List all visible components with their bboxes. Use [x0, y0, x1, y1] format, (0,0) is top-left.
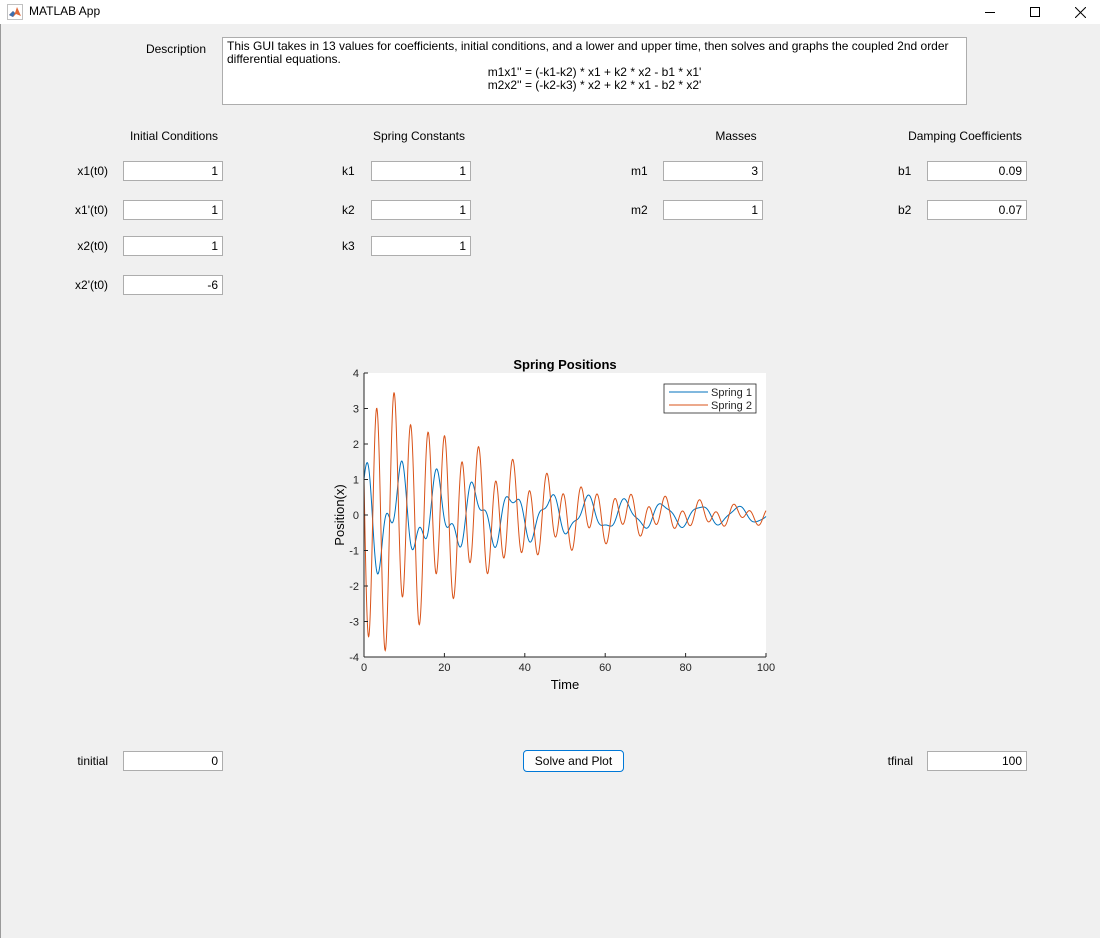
series-line-2 — [363, 392, 767, 652]
x1-prime-t0-label: x1'(t0) — [75, 203, 108, 217]
masses-header: Masses — [715, 129, 757, 143]
minimize-icon — [985, 12, 995, 13]
y-tick-label: 1 — [353, 475, 359, 487]
spring-constants-header: Spring Constants — [372, 129, 466, 143]
tfinal-field[interactable] — [927, 751, 1027, 771]
m2-field[interactable] — [663, 200, 763, 220]
close-button[interactable] — [1057, 0, 1100, 24]
matlab-logo-icon — [7, 4, 23, 20]
window-title: MATLAB App — [29, 4, 101, 18]
b2-field[interactable] — [927, 200, 1027, 220]
x2-t0-label: x2(t0) — [77, 239, 108, 253]
x1-t0-label: x1(t0) — [77, 164, 108, 178]
b1-label: b1 — [898, 164, 912, 178]
x1-t0-field[interactable] — [123, 161, 223, 181]
k2-label: k2 — [342, 203, 355, 217]
damping-coefficients-header: Damping Coefficients — [908, 129, 1022, 143]
y-axis-label: Position(x) — [332, 484, 347, 545]
b1-field[interactable] — [927, 161, 1027, 181]
legend-entry: Spring 2 — [711, 400, 752, 412]
k1-field[interactable] — [371, 161, 471, 181]
tfinal-label: tfinal — [887, 754, 913, 768]
x-axis-label: Time — [551, 677, 579, 692]
m2-label: m2 — [631, 203, 648, 217]
chart-title: Spring Positions — [513, 357, 616, 372]
series-line-1 — [363, 460, 767, 575]
y-tick-label: -3 — [349, 617, 359, 629]
equation-1: m1x1'' = (-k1-k2) * x1 + k2 * x2 - b1 * … — [487, 65, 702, 79]
m1-label: m1 — [631, 164, 648, 178]
app-canvas: Description This GUI takes in 13 values … — [0, 24, 1100, 938]
legend-entry: Spring 1 — [711, 387, 752, 399]
initial-conditions-header: Initial Conditions — [129, 129, 219, 143]
k3-field[interactable] — [371, 236, 471, 256]
maximize-button[interactable] — [1012, 0, 1058, 24]
k3-label: k3 — [342, 239, 355, 253]
k1-label: k1 — [342, 164, 355, 178]
title-bar: MATLAB App — [0, 0, 1100, 24]
plot-area — [364, 373, 766, 657]
y-tick-label: 2 — [353, 439, 359, 451]
y-tick-label: -1 — [349, 546, 359, 558]
solve-and-plot-button[interactable]: Solve and Plot — [523, 750, 624, 772]
x-tick-label: 100 — [757, 662, 775, 674]
x-tick-label: 60 — [599, 662, 611, 674]
tinitial-field[interactable] — [123, 751, 223, 771]
equation-2: m2x2'' = (-k2-k3) * x2 + k2 * x1 - b2 * … — [487, 78, 702, 92]
minimize-button[interactable] — [967, 0, 1013, 24]
tinitial-label: tinitial — [77, 754, 108, 768]
y-tick-label: 4 — [353, 368, 359, 380]
y-tick-label: -4 — [349, 652, 359, 664]
x2-prime-t0-field[interactable] — [123, 275, 223, 295]
spring-positions-chart: Spring Positions 0 20 40 60 80 100 4 3 2 1 0 -1 -2 -3… — [332, 357, 775, 692]
x2-prime-t0-label: x2'(t0) — [75, 278, 108, 292]
x-tick-label: 80 — [679, 662, 691, 674]
close-icon — [1074, 6, 1086, 18]
description-textarea[interactable]: This GUI takes in 13 values for coeffici… — [222, 37, 967, 105]
b2-label: b2 — [898, 203, 912, 217]
k2-field[interactable] — [371, 200, 471, 220]
x2-t0-field[interactable] — [123, 236, 223, 256]
x-tick-label: 20 — [438, 662, 450, 674]
description-text: This GUI takes in 13 values for coeffici… — [227, 39, 949, 66]
m1-field[interactable] — [663, 161, 763, 181]
maximize-icon — [1030, 7, 1040, 17]
x1-prime-t0-field[interactable] — [123, 200, 223, 220]
y-tick-label: 3 — [353, 404, 359, 416]
x-tick-label: 0 — [361, 662, 367, 674]
legend-box — [663, 383, 757, 414]
x-tick-label: 40 — [519, 662, 531, 674]
y-tick-label: 0 — [353, 510, 359, 522]
description-label: Description — [145, 42, 206, 56]
y-tick-label: -2 — [349, 581, 359, 593]
